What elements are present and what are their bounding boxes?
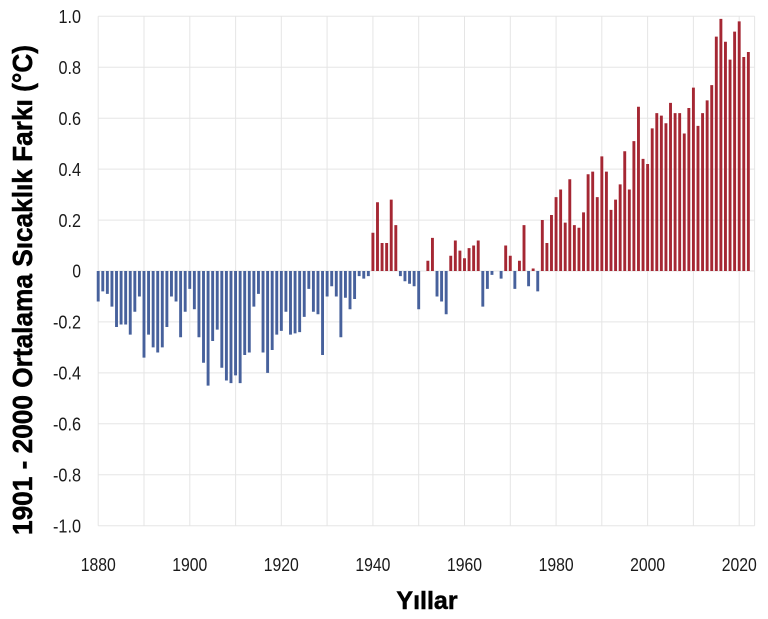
svg-text:0.8: 0.8 — [59, 57, 82, 78]
svg-text:-0.6: -0.6 — [53, 414, 81, 435]
svg-text:1900: 1900 — [172, 554, 207, 575]
svg-text:1980: 1980 — [539, 554, 574, 575]
svg-text:Yıllar: Yıllar — [396, 587, 457, 615]
svg-text:0.2: 0.2 — [59, 210, 82, 231]
svg-text:-1.0: -1.0 — [53, 515, 81, 536]
svg-text:1960: 1960 — [447, 554, 482, 575]
svg-text:-0.8: -0.8 — [53, 465, 81, 486]
svg-text:1920: 1920 — [264, 554, 299, 575]
svg-text:0: 0 — [72, 261, 81, 282]
svg-text:1940: 1940 — [355, 554, 390, 575]
svg-text:0.6: 0.6 — [59, 108, 82, 129]
svg-text:0.4: 0.4 — [59, 159, 82, 180]
svg-text:1.0: 1.0 — [59, 6, 82, 27]
svg-text:1880: 1880 — [81, 554, 116, 575]
svg-text:1901 - 2000 Ortalama Sıcaklık: 1901 - 2000 Ortalama Sıcaklık Farkı (°C) — [7, 45, 38, 535]
svg-text:-0.4: -0.4 — [53, 363, 81, 384]
svg-text:2020: 2020 — [722, 554, 757, 575]
svg-text:-0.2: -0.2 — [53, 312, 81, 333]
svg-text:2000: 2000 — [630, 554, 665, 575]
